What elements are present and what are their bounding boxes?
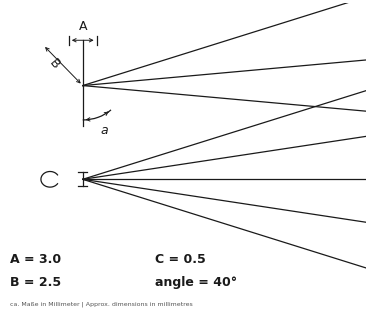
Text: B = 2.5: B = 2.5 bbox=[10, 276, 61, 289]
Text: a: a bbox=[100, 124, 108, 137]
Text: ca. Maße in Millimeter | Approx. dimensions in millimetres: ca. Maße in Millimeter | Approx. dimensi… bbox=[10, 302, 193, 308]
Text: A: A bbox=[79, 20, 87, 33]
Text: A = 3.0: A = 3.0 bbox=[10, 253, 61, 266]
Text: angle = 40°: angle = 40° bbox=[155, 276, 238, 289]
Text: B: B bbox=[46, 56, 62, 71]
Text: C = 0.5: C = 0.5 bbox=[155, 253, 206, 266]
